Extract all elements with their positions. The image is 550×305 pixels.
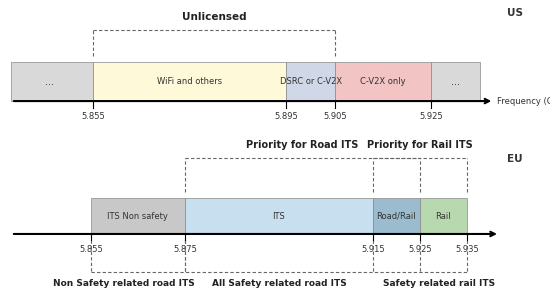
Bar <box>287 62 335 101</box>
Bar <box>91 198 185 234</box>
Bar <box>11 62 93 101</box>
Text: WiFi and others: WiFi and others <box>157 77 222 86</box>
Text: Unlicensed: Unlicensed <box>182 12 246 22</box>
Text: Road/Rail: Road/Rail <box>377 212 416 221</box>
Text: Safety related rail ITS: Safety related rail ITS <box>383 278 495 288</box>
Text: 5.935: 5.935 <box>455 246 478 254</box>
Text: 5.915: 5.915 <box>361 246 384 254</box>
Bar <box>185 198 373 234</box>
Text: 5.855: 5.855 <box>81 112 105 121</box>
Text: All Safety related road ITS: All Safety related road ITS <box>212 278 346 288</box>
Text: ITS Non safety: ITS Non safety <box>107 212 168 221</box>
Text: Priority for Rail ITS: Priority for Rail ITS <box>367 140 473 150</box>
Text: US: US <box>507 8 523 17</box>
Text: 5.855: 5.855 <box>79 246 103 254</box>
Text: C-V2X only: C-V2X only <box>360 77 406 86</box>
Bar <box>93 62 287 101</box>
Bar <box>335 62 431 101</box>
Text: 5.925: 5.925 <box>408 246 432 254</box>
Text: ...: ... <box>45 77 54 87</box>
Text: 5.905: 5.905 <box>323 112 346 121</box>
Text: ...: ... <box>451 77 460 87</box>
Text: Frequency (GHz): Frequency (GHz) <box>497 97 550 106</box>
Text: 5.895: 5.895 <box>274 112 298 121</box>
Text: DSRC or C-V2X: DSRC or C-V2X <box>279 77 342 86</box>
Bar <box>431 62 480 101</box>
Text: Non Safety related road ITS: Non Safety related road ITS <box>53 278 195 288</box>
Text: Priority for Road ITS: Priority for Road ITS <box>246 140 359 150</box>
Text: Rail: Rail <box>436 212 451 221</box>
Text: ITS: ITS <box>272 212 285 221</box>
Text: 5.875: 5.875 <box>173 246 197 254</box>
Bar <box>373 198 420 234</box>
Text: 5.925: 5.925 <box>420 112 443 121</box>
Text: EU: EU <box>507 154 523 164</box>
Bar <box>420 198 467 234</box>
